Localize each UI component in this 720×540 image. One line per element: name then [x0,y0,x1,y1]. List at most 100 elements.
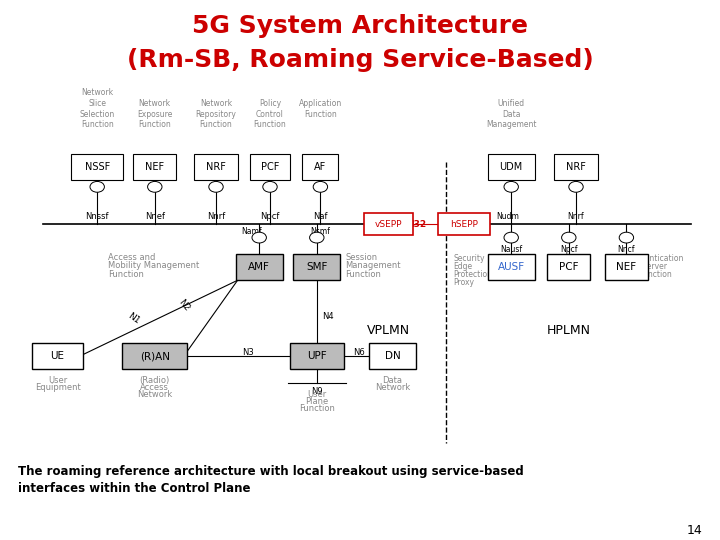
Text: Selection: Selection [80,110,114,119]
Circle shape [504,181,518,192]
Text: Proxy: Proxy [454,278,474,287]
Text: Network: Network [138,390,172,399]
Text: Access and: Access and [108,253,156,262]
Text: Slice: Slice [89,99,107,108]
Text: Network: Network [81,88,113,97]
Text: DN: DN [384,352,400,361]
Text: hSEPP: hSEPP [451,220,478,228]
Text: Nnssf: Nnssf [86,212,109,221]
FancyBboxPatch shape [251,154,289,180]
Text: Management: Management [486,120,536,130]
FancyBboxPatch shape [302,154,338,180]
Text: Nnrf: Nnrf [567,212,585,221]
Text: N4: N4 [323,312,334,321]
Text: N2: N2 [176,298,191,313]
Text: The roaming reference architecture with local breakout using service-based: The roaming reference architecture with … [18,465,523,478]
Text: User: User [48,376,67,385]
Text: AMF: AMF [248,262,270,272]
Text: Edge: Edge [454,262,473,271]
FancyBboxPatch shape [133,154,176,180]
Text: Policy: Policy [259,99,281,108]
Text: Access: Access [140,383,169,392]
Text: Application: Application [299,99,342,108]
Text: SMF: SMF [306,262,328,272]
Text: N1: N1 [125,312,141,326]
Text: Function: Function [199,120,233,130]
Text: Function: Function [138,120,171,130]
Text: AUthentication: AUthentication [626,254,684,263]
FancyBboxPatch shape [32,343,83,369]
Text: Repository: Repository [196,110,236,119]
FancyBboxPatch shape [289,343,344,369]
Circle shape [569,181,583,192]
Circle shape [504,232,518,243]
Text: Unified: Unified [498,99,525,108]
Text: (Radio): (Radio) [140,376,170,385]
Text: HPLMN: HPLMN [546,324,591,337]
FancyBboxPatch shape [122,343,187,369]
Text: Protection: Protection [454,270,492,279]
FancyBboxPatch shape [294,254,340,280]
Text: AF: AF [314,163,327,172]
FancyBboxPatch shape [369,343,416,369]
Text: 5G System Architecture: 5G System Architecture [192,14,528,37]
Circle shape [619,232,634,243]
Text: Nnef: Nnef [145,212,165,221]
Text: Naf: Naf [313,212,328,221]
Text: Function: Function [253,120,287,130]
Circle shape [148,181,162,192]
FancyBboxPatch shape [547,254,590,280]
Text: NRF: NRF [566,163,586,172]
Circle shape [310,232,324,243]
Text: Nausf: Nausf [500,245,522,254]
Text: PCF: PCF [261,163,279,172]
Text: Function: Function [108,270,144,279]
Text: Network: Network [139,99,171,108]
Text: Nudm: Nudm [496,212,519,221]
Text: vSEPP: vSEPP [375,220,402,228]
FancyBboxPatch shape [438,213,490,235]
Text: Npcf: Npcf [261,212,279,221]
Circle shape [252,232,266,243]
Text: User: User [307,390,326,399]
Text: N6: N6 [353,348,364,357]
Circle shape [313,181,328,192]
Circle shape [263,181,277,192]
Text: Plane: Plane [305,397,328,406]
Text: Nsmf: Nsmf [310,227,330,236]
Text: N3: N3 [243,348,254,357]
Text: Server: Server [643,262,667,271]
Text: UE: UE [50,352,65,361]
Text: Namf: Namf [242,227,262,236]
Text: UDM: UDM [500,163,523,172]
Text: AUSF: AUSF [498,262,525,272]
Text: Npcf: Npcf [560,245,577,254]
Text: Nncf: Nncf [618,245,635,254]
Text: Equipment: Equipment [35,383,81,392]
Text: PCF: PCF [559,262,579,272]
Text: Data: Data [382,376,402,385]
Text: Network: Network [200,99,232,108]
Text: interfaces within the Control Plane: interfaces within the Control Plane [18,482,251,495]
Text: NRF: NRF [206,163,226,172]
FancyBboxPatch shape [488,254,534,280]
Text: N32: N32 [406,220,426,228]
FancyBboxPatch shape [194,154,238,180]
Text: Mobility Management: Mobility Management [108,261,199,271]
FancyBboxPatch shape [71,154,123,180]
Text: Function: Function [299,404,335,413]
FancyBboxPatch shape [236,254,283,280]
Text: Function: Function [81,120,114,130]
Text: Security: Security [454,254,485,263]
Text: (R)AN: (R)AN [140,352,170,361]
Text: Nnrf: Nnrf [207,212,225,221]
Circle shape [90,181,104,192]
FancyBboxPatch shape [364,213,413,235]
Text: Control: Control [256,110,284,119]
Text: N9: N9 [311,387,323,396]
Text: (Rm-SB, Roaming Service-Based): (Rm-SB, Roaming Service-Based) [127,48,593,71]
Text: Network: Network [375,383,410,392]
Text: Session: Session [346,253,378,262]
Text: Function: Function [346,270,382,279]
FancyBboxPatch shape [488,154,534,180]
